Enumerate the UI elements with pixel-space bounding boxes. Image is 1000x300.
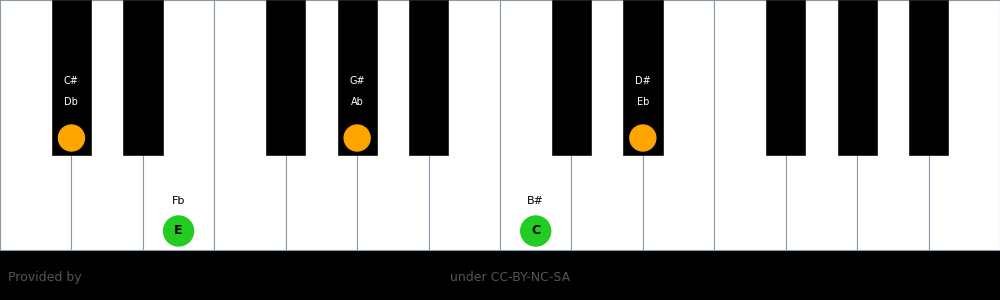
Bar xyxy=(857,0,929,250)
Text: Ab: Ab xyxy=(351,97,364,107)
Bar xyxy=(266,0,305,155)
Bar xyxy=(643,0,714,250)
Bar xyxy=(0,0,71,250)
Bar xyxy=(409,0,448,155)
Bar xyxy=(766,0,805,155)
Bar xyxy=(714,0,786,250)
Bar xyxy=(143,0,214,250)
Bar xyxy=(929,0,1000,250)
Text: C: C xyxy=(531,224,540,238)
Bar xyxy=(552,0,591,155)
Text: under CC-BY-NC-SA: under CC-BY-NC-SA xyxy=(450,271,570,284)
Circle shape xyxy=(521,216,551,246)
Bar xyxy=(0,250,1000,300)
Text: Eb: Eb xyxy=(637,97,649,107)
Bar xyxy=(357,0,429,250)
Bar xyxy=(909,0,948,155)
Bar xyxy=(623,0,663,155)
Text: D#: D# xyxy=(635,76,651,85)
Text: Db: Db xyxy=(64,97,78,107)
Bar xyxy=(429,0,500,250)
Text: Provided by: Provided by xyxy=(8,271,82,284)
Circle shape xyxy=(58,125,84,151)
Bar xyxy=(71,0,143,250)
Text: B#: B# xyxy=(527,196,544,206)
Text: E: E xyxy=(174,224,183,238)
Bar xyxy=(286,0,357,250)
Text: C#: C# xyxy=(64,76,79,85)
Bar xyxy=(338,0,377,155)
Bar xyxy=(786,0,857,250)
Circle shape xyxy=(344,125,370,151)
Bar xyxy=(123,0,162,155)
Text: Fb: Fb xyxy=(172,196,185,206)
Bar xyxy=(838,0,877,155)
Circle shape xyxy=(164,216,194,246)
Bar xyxy=(52,0,91,155)
Circle shape xyxy=(630,125,656,151)
Text: G#: G# xyxy=(349,76,365,85)
Bar xyxy=(571,0,643,250)
Bar xyxy=(500,0,571,250)
Bar xyxy=(214,0,286,250)
